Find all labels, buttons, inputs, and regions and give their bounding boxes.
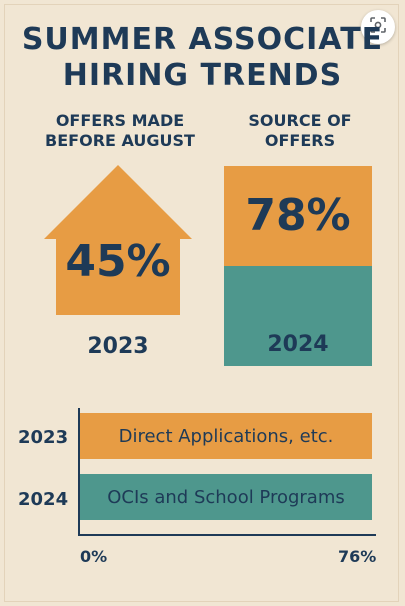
bar-2023: Direct Applications, etc. <box>80 413 372 459</box>
title-line-2: HIRING TRENDS <box>62 58 343 93</box>
offers-value: 45% <box>65 236 171 287</box>
source-heading: SOURCE OF OFFERS <box>215 111 385 151</box>
source-year: 2024 <box>267 332 329 357</box>
bar-year-label-2023: 2023 <box>18 427 69 448</box>
source-block-bottom <box>224 266 372 366</box>
title-line-1: SUMMER ASSOCIATE <box>21 22 384 57</box>
source-heading-line-1: SOURCE OF <box>248 111 352 130</box>
bar-2024: OCIs and School Programs <box>80 474 372 520</box>
source-value: 78% <box>245 190 351 241</box>
bar-chart-y-axis <box>78 408 80 536</box>
bar-year-label-2024: 2024 <box>18 489 69 510</box>
offers-year: 2023 <box>87 334 149 359</box>
bar-2023-label: Direct Applications, etc. <box>118 425 334 447</box>
source-heading-line-2: OFFERS <box>264 131 336 150</box>
offers-heading-line-2: BEFORE AUGUST <box>45 131 195 150</box>
bar-chart-x-axis <box>78 534 376 536</box>
offers-heading-line-1: OFFERS MADE <box>55 111 185 130</box>
up-arrow-shape <box>44 165 192 315</box>
lens-search-icon <box>369 16 387 38</box>
infographic-frame <box>4 4 399 602</box>
bar-2024-label: OCIs and School Programs <box>107 486 345 508</box>
source-stacked-block: 78% 2024 <box>224 166 372 366</box>
x-axis-max-label: 76% <box>338 547 377 566</box>
page-title: SUMMER ASSOCIATE HIRING TRENDS <box>0 22 405 94</box>
offers-heading: OFFERS MADE BEFORE AUGUST <box>30 111 210 151</box>
lens-search-button[interactable] <box>361 10 395 44</box>
up-arrow-polygon <box>44 165 192 315</box>
source-block-top <box>224 166 372 266</box>
x-axis-min-label: 0% <box>80 547 108 566</box>
